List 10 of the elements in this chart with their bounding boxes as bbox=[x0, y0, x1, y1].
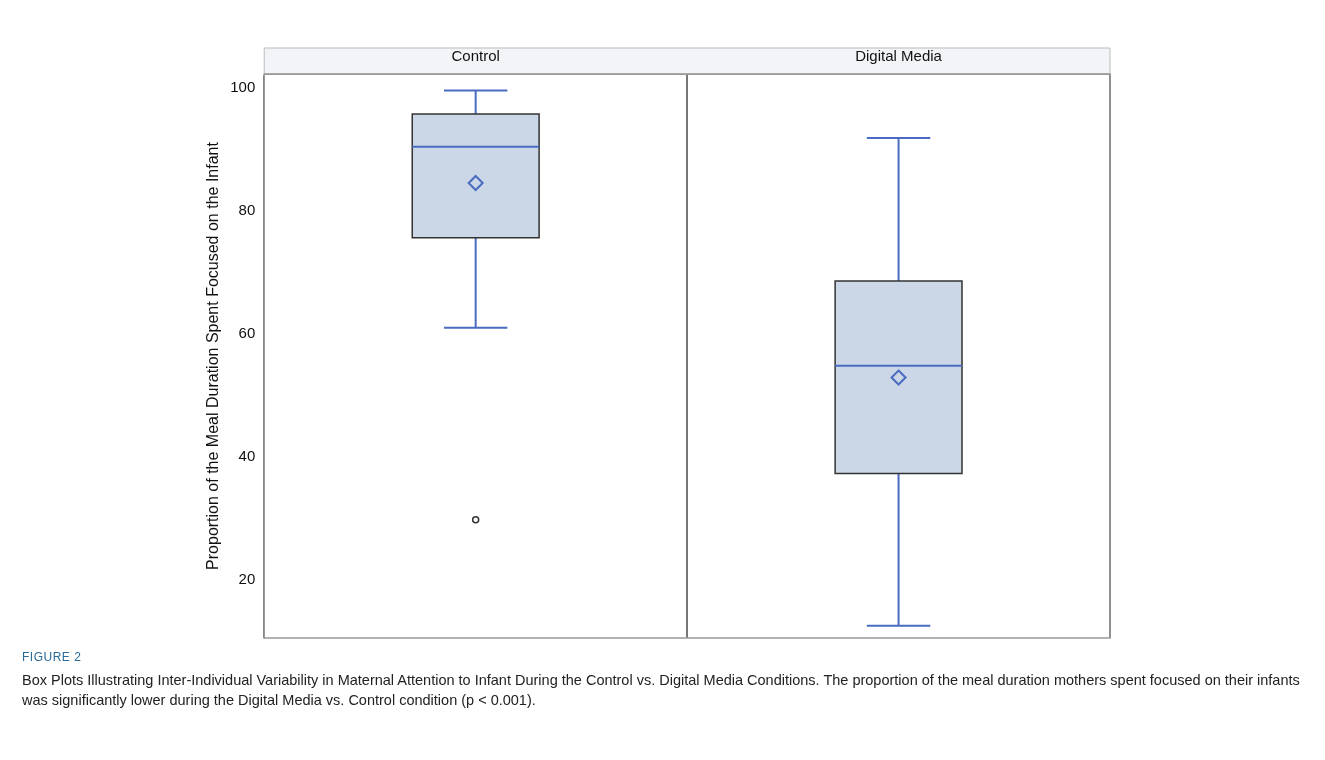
y-tick-label: 80 bbox=[238, 200, 256, 218]
y-tick-label: 60 bbox=[238, 323, 256, 341]
y-axis-title: Proportion of the Meal Duration Spent Focused on the Infant bbox=[204, 141, 222, 570]
x-tick-label: Digital Media bbox=[855, 47, 943, 65]
text: Box Plots Illustrating Inter-Individual Variability in Maternal Attention to Infant During the Control vs. Digital Media Conditions. The proportion of the meal duration mothers spent focused on their infants was significantly lower during the Digital Media vs. Control condition (p < 0.001). bbox=[22, 671, 1301, 710]
y-tick-label: 40 bbox=[238, 447, 256, 465]
x-tick-label: Control bbox=[451, 47, 500, 65]
caption: FIGURE 2 bbox=[22, 650, 83, 664]
y-tick-label: 100 bbox=[230, 77, 256, 95]
y-tick-label: 20 bbox=[238, 570, 256, 588]
